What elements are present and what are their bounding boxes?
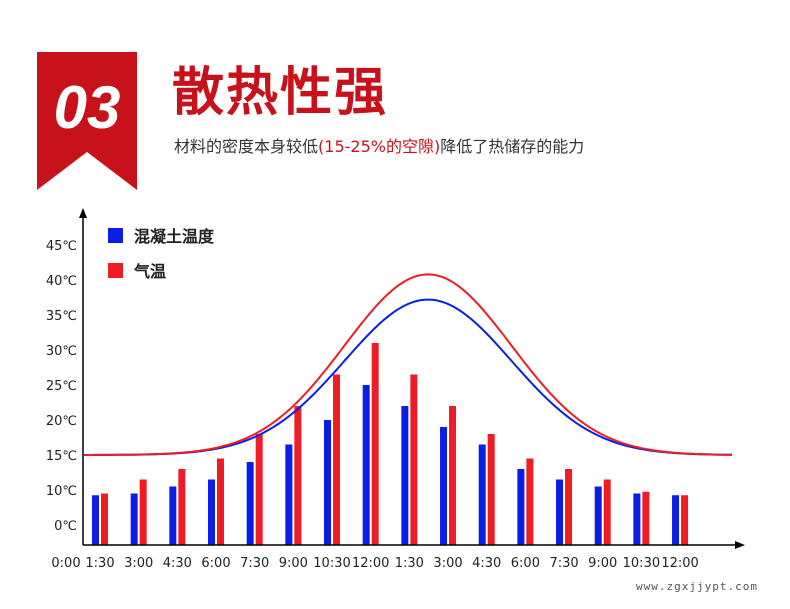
section-title: 散热性强 (172, 63, 389, 123)
bar-concrete-9 (440, 427, 448, 545)
x-tick-label: 9:00 (588, 556, 617, 571)
bar-concrete-0 (92, 495, 99, 545)
badge-ribbon-shape (37, 52, 137, 190)
description-text-end: 降低了热储存的能力 (440, 137, 585, 156)
x-tick-label: 4:30 (163, 556, 192, 571)
y-tick-label: 0℃ (54, 519, 77, 534)
description-text-start: 材料的密度本身较低 (174, 137, 319, 156)
x-tick-label: 7:30 (240, 556, 269, 571)
x-origin-label: 0:00 (51, 556, 80, 571)
x-tick-labels: 0:00 1:30 3:00 4:30 6:00 7:30 9:00 10:30 12:00 1:… (51, 556, 698, 571)
bar-air-2 (178, 469, 186, 545)
bar-concrete-8 (401, 406, 409, 545)
bar-concrete-3 (208, 479, 216, 545)
bar-air-14 (642, 491, 650, 545)
y-tick-label: 25℃ (46, 379, 77, 394)
x-tick-label: 7:30 (549, 556, 578, 571)
x-tick-label: 10:30 (313, 556, 350, 571)
bar-air-1 (139, 479, 147, 545)
bar-concrete-4 (246, 462, 254, 545)
x-axis-arrow (735, 541, 745, 549)
x-tick-label: 6:00 (201, 556, 230, 571)
bar-concrete-12 (556, 479, 564, 545)
bar-concrete-14 (633, 493, 641, 545)
bar-air-3 (217, 458, 225, 545)
bar-concrete-2 (169, 486, 177, 545)
legend-swatch-concrete (108, 228, 123, 243)
bar-concrete-6 (324, 420, 332, 545)
x-tick-label: 12:00 (352, 556, 389, 571)
x-tick-label: 9:00 (279, 556, 308, 571)
bar-air-4 (255, 434, 263, 545)
bar-air-13 (603, 479, 611, 545)
bar-air-10 (487, 434, 495, 545)
bar-concrete-7 (362, 385, 370, 545)
curve-air (84, 273, 733, 456)
y-tick-label: 15℃ (46, 449, 77, 464)
y-tick-label: 20℃ (46, 414, 77, 429)
y-tick-label: 10℃ (46, 484, 77, 499)
legend-label-concrete: 混凝土温度 (134, 227, 215, 246)
description-highlight: (15-25%的空隙) (318, 137, 441, 156)
x-tick-label: 12:00 (661, 556, 698, 571)
bar-air-15 (681, 495, 689, 545)
bar-concrete-11 (517, 469, 525, 545)
bar-concrete-15 (672, 495, 680, 545)
watermark-url: www.zgxjjypt.com (636, 580, 758, 593)
bar-air-0 (101, 493, 108, 545)
bar-concrete-13 (594, 486, 602, 545)
section-number: 03 (54, 74, 121, 141)
y-tick-label: 35℃ (46, 309, 77, 324)
y-tick-label: 45℃ (46, 239, 77, 254)
bar-air-8 (410, 374, 418, 545)
bar-concrete-5 (285, 444, 293, 545)
section-description: 材料的密度本身较低(15-25%的空隙)降低了热储存的能力 (174, 136, 614, 158)
bar-air-5 (294, 406, 302, 545)
bar-air-6 (333, 374, 341, 545)
bar-air-12 (565, 469, 573, 545)
x-tick-label: 10:30 (623, 556, 660, 571)
bar-concrete-10 (478, 444, 486, 545)
x-tick-label: 3:00 (433, 556, 462, 571)
legend-label-air: 气温 (133, 262, 166, 281)
x-tick-label: 1:30 (85, 556, 114, 571)
x-tick-label: 1:30 (395, 556, 424, 571)
bar-air-7 (371, 343, 379, 545)
x-tick-label: 6:00 (511, 556, 540, 571)
curve-group (84, 273, 733, 456)
bar-air-9 (449, 406, 457, 545)
y-axis-arrow (79, 208, 87, 218)
x-tick-label: 3:00 (124, 556, 153, 571)
legend-swatch-air (108, 263, 123, 278)
y-tick-labels: 0℃ 10℃ 15℃ 20℃ 25℃ 30℃ 35℃ 40℃ 45℃ (46, 239, 77, 534)
section-number-badge: 03 (37, 52, 137, 190)
y-tick-label: 40℃ (46, 274, 77, 289)
bar-group (92, 343, 689, 545)
bar-air-11 (526, 458, 534, 545)
y-tick-label: 30℃ (46, 344, 77, 359)
bar-concrete-1 (130, 493, 138, 545)
x-tick-label: 4:30 (472, 556, 501, 571)
